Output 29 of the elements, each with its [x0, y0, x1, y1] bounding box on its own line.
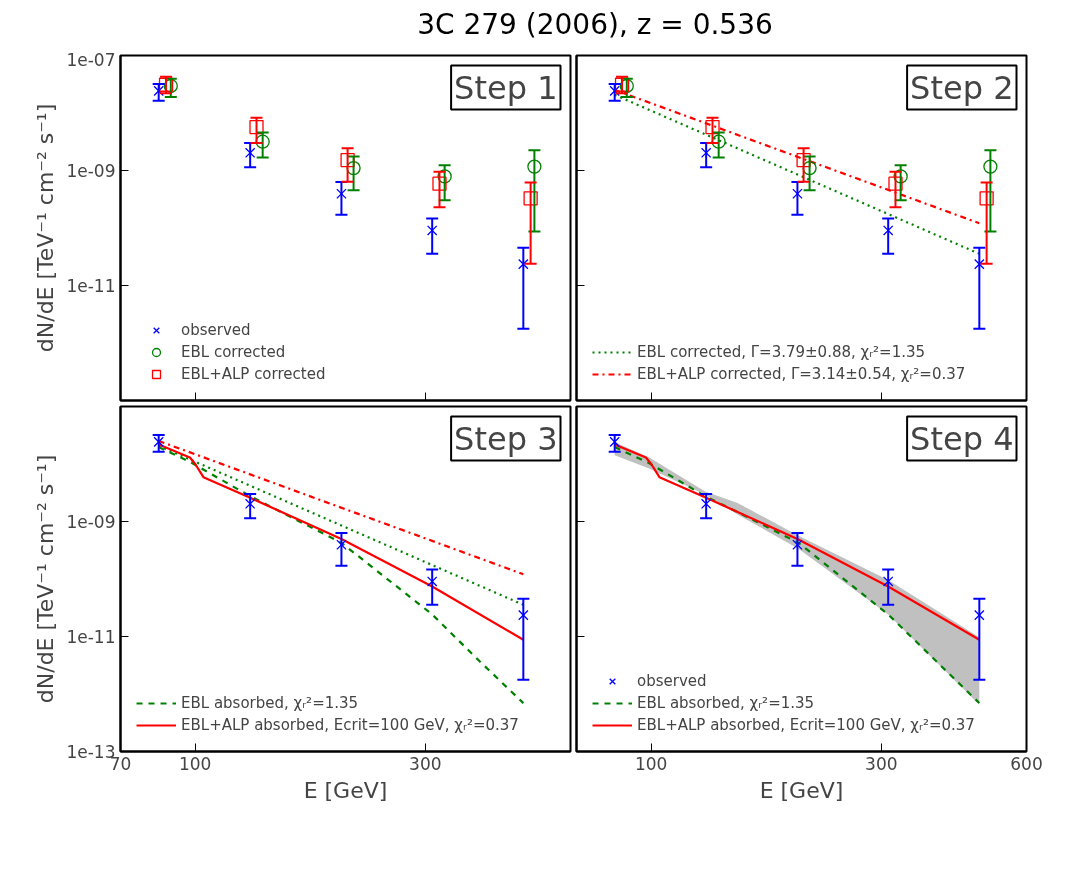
chart-title: 3C 279 (2006), z = 0.536 [417, 7, 773, 43]
x-axis-title: E [GeV] [303, 777, 388, 803]
legend-label: observed [181, 321, 251, 339]
legend-label: EBL+ALP absorbed, Ecrit=100 GeV, χᵣ²=0.37 [637, 716, 975, 734]
y-tick-label: 1e-11 [66, 276, 116, 296]
x-tick-label: 300 [865, 753, 898, 774]
annotation: Step 3 [454, 419, 558, 458]
x-tick-label: 100 [634, 753, 668, 774]
legend-label: EBL corrected [181, 343, 286, 361]
y-tick-label: 1e-11 [66, 627, 116, 647]
legend-label: EBL+ALP absorbed, Ecrit=100 GeV, χᵣ²=0.37 [181, 716, 519, 734]
annotation: Step 2 [910, 68, 1014, 107]
x-axis-title: E [GeV] [759, 777, 844, 803]
annotation: Step 4 [910, 419, 1014, 458]
legend-label: EBL+ALP corrected [181, 365, 326, 383]
x-tick-label: 600 [1010, 753, 1043, 774]
y-axis-title: dN/dE [TeV⁻¹ cm⁻² s⁻¹] [33, 454, 59, 704]
y-tick-label: 1e-09 [66, 512, 116, 532]
legend-label: observed [637, 672, 707, 690]
legend-label: EBL absorbed, χᵣ²=1.35 [637, 694, 815, 712]
x-tick-label: 100 [178, 753, 212, 774]
y-tick-label: 1e-07 [66, 49, 116, 70]
legend-label: EBL corrected, Γ=3.79±0.88, χᵣ²=1.35 [637, 343, 926, 361]
y-axis-title: dN/dE [TeV⁻¹ cm⁻² s⁻¹] [33, 103, 59, 353]
x-tick-label: 300 [409, 753, 442, 774]
legend-label: EBL+ALP corrected, Γ=3.14±0.54, χᵣ²=0.37 [637, 365, 966, 383]
legend-label: EBL absorbed, χᵣ²=1.35 [181, 694, 359, 712]
y-tick-label: 1e-09 [66, 161, 116, 181]
annotation: Step 1 [454, 68, 558, 107]
